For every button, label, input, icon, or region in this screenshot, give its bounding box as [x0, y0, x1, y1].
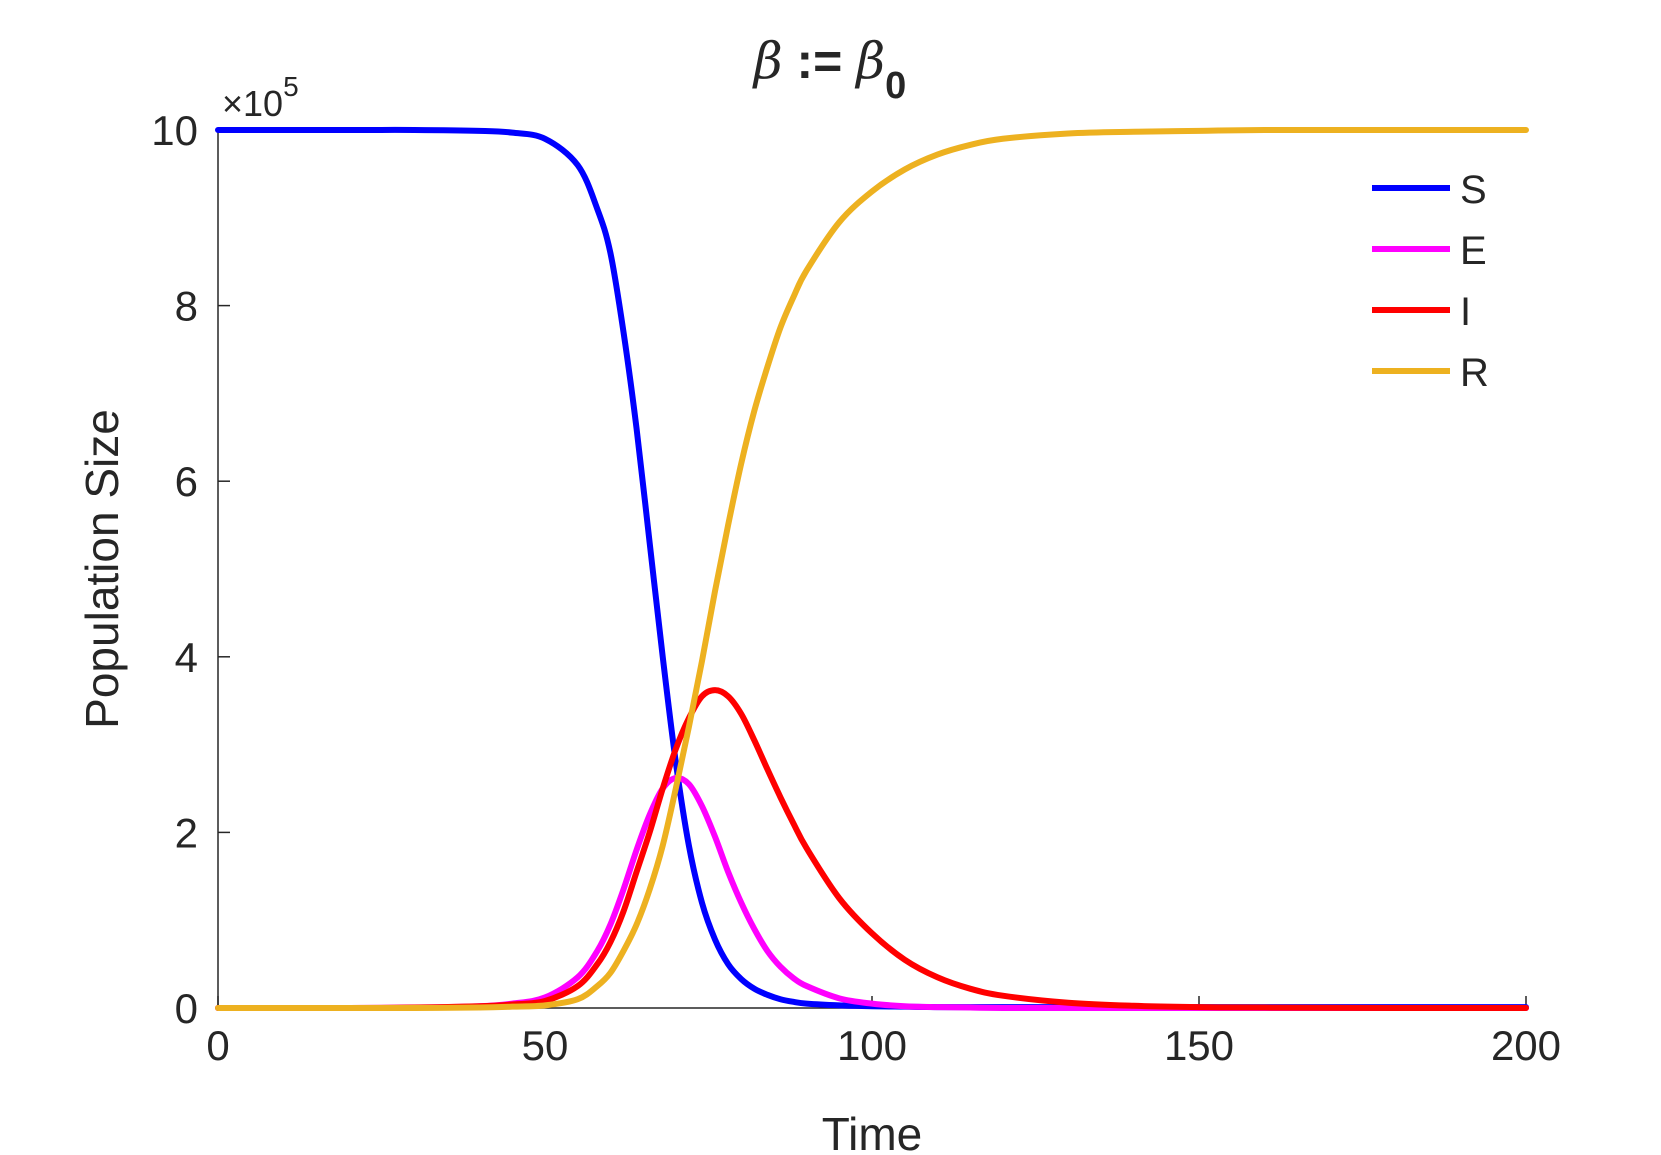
- y-tick-label: 6: [175, 458, 198, 505]
- series-line-i: [215, 687, 1529, 1012]
- x-tick-label: 100: [837, 1022, 907, 1069]
- y-exponent-label: ×105: [222, 71, 299, 124]
- y-tick-label: 2: [175, 809, 198, 856]
- title-beta0: β: [854, 32, 885, 90]
- x-tick-label: 0: [206, 1022, 229, 1069]
- title-subscript: 0: [885, 65, 906, 107]
- title-assign: :=: [783, 33, 857, 89]
- y-axis-label: Population Size: [76, 409, 128, 729]
- series-line-e: [215, 774, 1529, 1012]
- axes: [217, 130, 1526, 1009]
- series-lines: [215, 126, 1529, 1012]
- y-exponent-power: 5: [283, 71, 299, 102]
- legend-label-r: R: [1460, 351, 1489, 395]
- x-ticks: 0 50 100 150 200: [206, 996, 1561, 1069]
- y-tick-label: 0: [175, 985, 198, 1032]
- series-line-r: [215, 126, 1529, 1012]
- x-tick-label: 50: [522, 1022, 569, 1069]
- legend-label-i: I: [1460, 290, 1471, 334]
- y-ticks: 0 2 4 6 8 10: [151, 107, 230, 1032]
- x-tick-label: 200: [1491, 1022, 1561, 1069]
- chart-title: β := β0: [752, 32, 907, 107]
- y-exponent-base: ×10: [222, 83, 283, 124]
- legend-label-s: S: [1460, 168, 1487, 212]
- title-beta: β: [752, 32, 783, 90]
- y-tick-label: 8: [175, 283, 198, 330]
- x-axis-label: Time: [822, 1108, 923, 1155]
- y-tick-label: 4: [175, 634, 198, 681]
- y-tick-label: 10: [151, 107, 198, 154]
- x-tick-label: 150: [1164, 1022, 1234, 1069]
- series-line-s: [215, 126, 1529, 1011]
- legend-label-e: E: [1460, 229, 1487, 273]
